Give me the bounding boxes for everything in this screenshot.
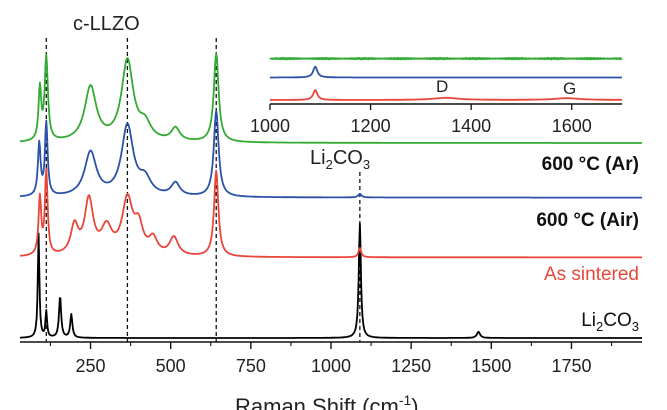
li2co3-marker-label: Li2CO3: [310, 147, 370, 172]
main-x-tick-label: 1250: [391, 356, 431, 376]
main-x-tick-label: 1000: [311, 356, 351, 376]
main-x-tick-label: 1500: [471, 356, 511, 376]
main-x-tick-label: 750: [236, 356, 266, 376]
series-label-sintered: As sintered: [544, 264, 639, 285]
inset-x-tick-label: 1000: [250, 116, 290, 136]
main-x-tick-label: 500: [156, 356, 186, 376]
inset-x-ticks: 1000 1200 1400 1600: [250, 104, 592, 136]
c-llzo-label: c-LLZO: [73, 13, 140, 35]
main-x-tick-label: 1750: [551, 356, 591, 376]
inset-d-label: D: [436, 77, 448, 96]
series-label-li2co3: Li2CO3: [581, 310, 639, 334]
inset-chart: 1000 1200 1400 1600 D G: [250, 56, 623, 136]
inset-x-tick-label: 1200: [351, 116, 391, 136]
main-trace-600-c-air-: [19, 110, 643, 199]
inset-g-label: G: [563, 79, 576, 98]
main-trace-as-sintered: [19, 167, 643, 259]
main-marker-lines: [45, 38, 361, 342]
main-x-ticks: 250 500 750 1000 1250 1500 1750: [49, 342, 613, 376]
inset-x-tick-label: 1600: [552, 116, 592, 136]
series-label-ar: 600 °C (Ar): [542, 154, 639, 175]
main-trace-li2co3: [19, 222, 643, 339]
main-traces: [19, 52, 643, 339]
main-x-tick-label: 250: [76, 356, 106, 376]
main-x-axis-title: Raman Shift (cm-1): [235, 392, 419, 410]
main-trace-600-c-ar-: [19, 52, 643, 144]
series-label-air: 600 °C (Air): [536, 210, 639, 231]
inset-trace-as-sintered: [269, 89, 623, 101]
inset-traces: [269, 56, 623, 101]
inset-x-tick-label: 1400: [451, 116, 491, 136]
inset-trace-600-c-air-: [269, 65, 623, 79]
inset-trace-600-c-ar-: [269, 56, 623, 61]
